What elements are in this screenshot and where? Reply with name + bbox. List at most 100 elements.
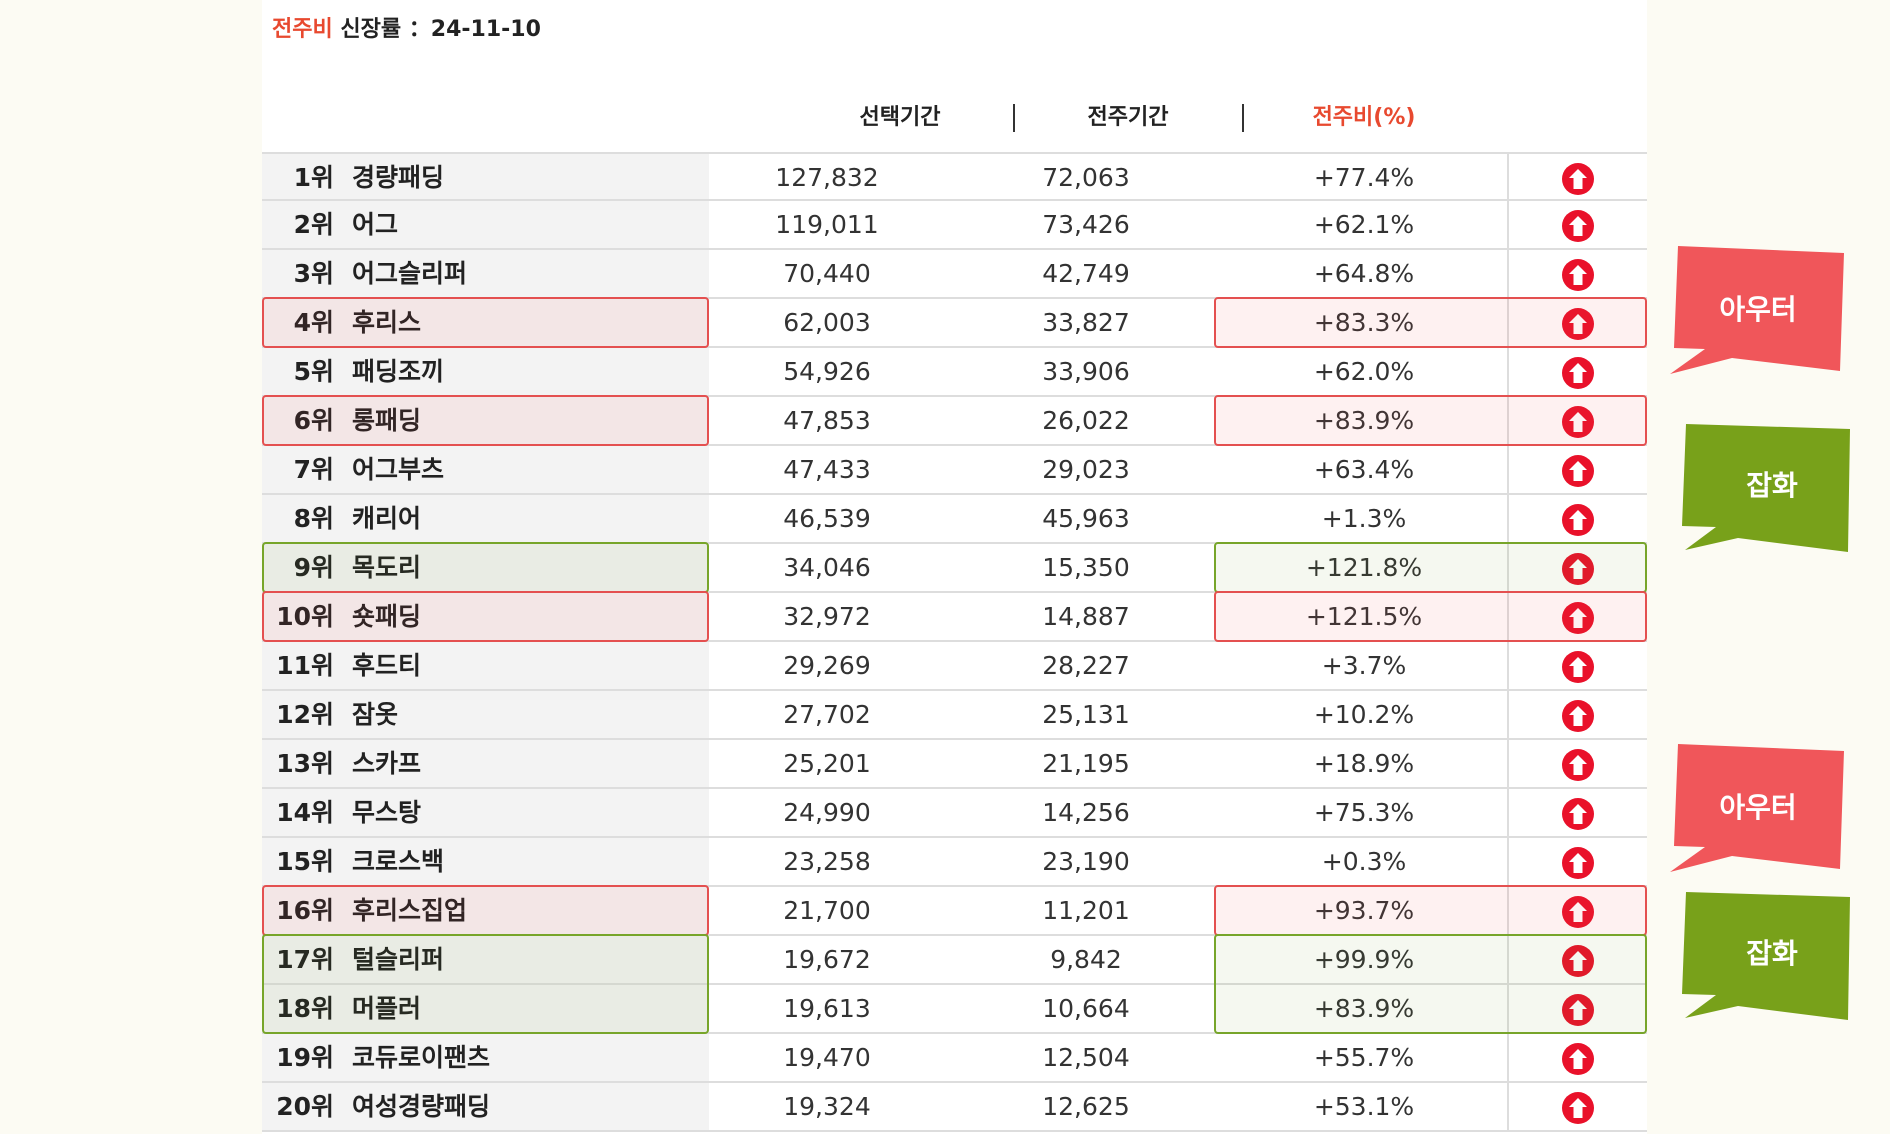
- highlight-box-red: [262, 591, 709, 642]
- callout-bubble-green: [1682, 892, 1850, 1020]
- item-name[interactable]: 패딩조끼: [352, 357, 445, 386]
- arrow-up-icon: [1562, 210, 1594, 242]
- trend-cell: [1507, 887, 1647, 934]
- table-row[interactable]: 10위 숏패딩 32,972 14,887 +121.5%: [262, 593, 1647, 642]
- table-row[interactable]: 9위 목도리 34,046 15,350 +121.8%: [262, 544, 1647, 593]
- selected-period-value: 47,433: [783, 455, 871, 484]
- header-previous-period[interactable]: 전주기간: [1087, 105, 1169, 130]
- selected-period-value: 54,926: [783, 357, 871, 386]
- rank-label: 2위: [293, 210, 334, 239]
- arrow-up-icon: [1562, 259, 1594, 291]
- table-row[interactable]: 18위 머플러 19,613 10,664 +83.9%: [262, 985, 1647, 1034]
- selected-period-value: 19,613: [783, 994, 871, 1023]
- selected-period-value: 27,702: [783, 700, 871, 729]
- table-row[interactable]: 6위 롱패딩 47,853 26,022 +83.9%: [262, 397, 1647, 446]
- table-row[interactable]: 17위 털슬리퍼 19,672 9,842 +99.9%: [262, 936, 1647, 985]
- item-name[interactable]: 여성경량패딩: [352, 1092, 491, 1121]
- item-name[interactable]: 경량패딩: [352, 163, 445, 192]
- selected-period-value: 23,258: [783, 847, 871, 876]
- selected-period-value: 70,440: [783, 259, 871, 288]
- trend-cell: [1507, 936, 1647, 983]
- table-row[interactable]: 4위 후리스 62,003 33,827 +83.3%: [262, 299, 1647, 348]
- previous-period-value: 72,063: [1042, 163, 1130, 192]
- category-callout: 잡화: [1682, 424, 1862, 554]
- previous-period-value: 26,022: [1042, 406, 1130, 435]
- arrow-up-icon: [1562, 504, 1594, 536]
- item-cell: 8위 캐리어: [262, 495, 709, 542]
- table-row[interactable]: 2위 어그 119,011 73,426 +62.1%: [262, 201, 1647, 250]
- item-name[interactable]: 후리스: [352, 308, 422, 337]
- table-row[interactable]: 19위 코듀로이팬츠 19,470 12,504 +55.7%: [262, 1034, 1647, 1083]
- table-row[interactable]: 11위 후드티 29,269 28,227 +3.7%: [262, 642, 1647, 691]
- highlight-box-red: [262, 395, 709, 446]
- trend-cell: [1507, 593, 1647, 640]
- week-ratio-value: +121.8%: [1305, 553, 1423, 582]
- header-week-ratio[interactable]: 전주비(%): [1312, 105, 1416, 130]
- previous-period-value: 11,201: [1042, 896, 1130, 925]
- rank-label: 3위: [293, 259, 334, 288]
- table-row[interactable]: 5위 패딩조끼 54,926 33,906 +62.0%: [262, 348, 1647, 397]
- week-ratio-value: +83.3%: [1313, 308, 1415, 337]
- item-cell: 11위 후드티: [262, 642, 709, 689]
- table-row[interactable]: 20위 여성경량패딩 19,324 12,625 +53.1%: [262, 1083, 1647, 1132]
- item-cell: 12위 잠옷: [262, 691, 709, 738]
- item-name[interactable]: 스카프: [352, 749, 422, 778]
- previous-period-value: 42,749: [1042, 259, 1130, 288]
- item-name[interactable]: 후드티: [352, 651, 422, 680]
- header-selected-period[interactable]: 선택기간: [859, 105, 941, 130]
- table-row[interactable]: 15위 크로스백 23,258 23,190 +0.3%: [262, 838, 1647, 887]
- item-name[interactable]: 무스탕: [352, 798, 422, 827]
- item-name[interactable]: 롱패딩: [352, 406, 422, 435]
- item-cell: 2위 어그: [262, 201, 709, 248]
- item-name[interactable]: 머플러: [352, 994, 422, 1023]
- item-name[interactable]: 코듀로이팬츠: [352, 1043, 491, 1072]
- item-name[interactable]: 목도리: [352, 553, 422, 582]
- table-row[interactable]: 16위 후리스집업 21,700 11,201 +93.7%: [262, 887, 1647, 936]
- table-row[interactable]: 13위 스카프 25,201 21,195 +18.9%: [262, 740, 1647, 789]
- item-name[interactable]: 숏패딩: [352, 602, 422, 631]
- table-row[interactable]: 8위 캐리어 46,539 45,963 +1.3%: [262, 495, 1647, 544]
- item-name[interactable]: 어그: [352, 210, 399, 239]
- item-name[interactable]: 후리스집업: [352, 896, 468, 925]
- week-ratio-value: +3.7%: [1321, 651, 1407, 680]
- callout-label: 잡화: [1746, 469, 1798, 502]
- arrow-up-icon: [1562, 357, 1594, 389]
- arrow-up-icon: [1562, 749, 1594, 781]
- callout-bubble-green: [1682, 424, 1850, 552]
- category-callout: 아우터: [1668, 246, 1848, 376]
- category-callout: 잡화: [1682, 892, 1862, 1022]
- page-title: 전주비 신장률 ：24-11-10: [272, 10, 541, 50]
- trend-cell: [1507, 1034, 1647, 1081]
- rank-label: 12위: [276, 700, 334, 729]
- table-row[interactable]: 7위 어그부츠 47,433 29,023 +63.4%: [262, 446, 1647, 495]
- item-name[interactable]: 털슬리퍼: [352, 945, 445, 974]
- callout-bubble-red: [1670, 744, 1844, 872]
- previous-period-value: 45,963: [1042, 504, 1130, 533]
- previous-period-value: 12,504: [1042, 1043, 1130, 1072]
- item-cell: 6위 롱패딩: [262, 397, 709, 444]
- item-name[interactable]: 어그슬리퍼: [352, 259, 468, 288]
- week-ratio-value: +1.3%: [1321, 504, 1407, 533]
- rank-label: 11위: [276, 651, 334, 680]
- previous-period-value: 23,190: [1042, 847, 1130, 876]
- trend-cell: [1507, 642, 1647, 689]
- item-name[interactable]: 크로스백: [352, 847, 445, 876]
- item-name[interactable]: 캐리어: [352, 504, 422, 533]
- week-ratio-value: +62.1%: [1313, 210, 1415, 239]
- table-row[interactable]: 1위 경량패딩 127,832 72,063 +77.4%: [262, 152, 1647, 201]
- highlight-box-red: [262, 297, 709, 348]
- arrow-up-icon: [1562, 1092, 1594, 1124]
- week-ratio-value: +83.9%: [1313, 406, 1415, 435]
- highlight-box-green: [262, 934, 709, 1034]
- item-name[interactable]: 잠옷: [352, 700, 399, 729]
- arrow-up-icon: [1562, 945, 1594, 977]
- item-name[interactable]: 어그부츠: [352, 455, 445, 484]
- table-row[interactable]: 12위 잠옷 27,702 25,131 +10.2%: [262, 691, 1647, 740]
- table-row[interactable]: 14위 무스탕 24,990 14,256 +75.3%: [262, 789, 1647, 838]
- selected-period-value: 119,011: [775, 210, 879, 239]
- arrow-up-icon: [1562, 308, 1594, 340]
- highlight-box-red: [1214, 395, 1647, 446]
- table-row[interactable]: 3위 어그슬리퍼 70,440 42,749 +64.8%: [262, 250, 1647, 299]
- previous-period-value: 9,842: [1050, 945, 1122, 974]
- previous-period-value: 12,625: [1042, 1092, 1130, 1121]
